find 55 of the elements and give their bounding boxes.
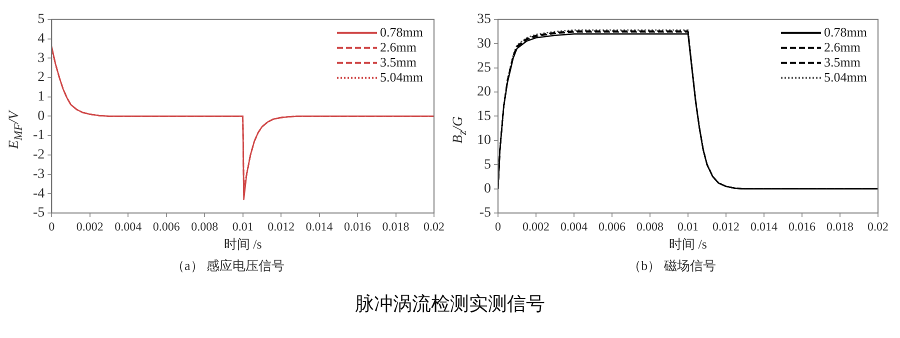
x-axis-title: 时间 /s: [669, 236, 707, 252]
x-tick-label: 0.02: [868, 219, 888, 234]
legend-label: 0.78mm: [380, 24, 424, 40]
x-tick-label: 0.008: [636, 219, 664, 234]
x-tick-label: 0.01: [232, 219, 254, 234]
y-tick-label: 0: [484, 181, 491, 196]
x-tick-label: 0.016: [788, 219, 816, 234]
legend-label: 5.04mm: [380, 69, 424, 84]
legend-label: 2.6mm: [824, 39, 861, 54]
x-tick-label: 0.012: [712, 219, 740, 234]
text: （b） 磁场信号: [627, 257, 717, 275]
x-tick-label: 0: [48, 219, 55, 234]
y-tick-label: 1: [38, 90, 45, 105]
y-tick-label: 15: [477, 108, 491, 124]
y-tick-label: -3: [32, 166, 45, 182]
x-axis-title: 时间 /s: [224, 236, 262, 252]
y-tick-label: 3: [38, 50, 45, 66]
y-tick-label: -5: [32, 206, 45, 221]
x-tick-label: 0.004: [560, 219, 588, 234]
y-tick-label: 20: [477, 84, 491, 100]
x-tick-label: 0.01: [678, 219, 698, 234]
x-tick-label: 0.002: [522, 219, 550, 234]
x-tick-label: 0.014: [750, 219, 778, 234]
y-tick-label: -1: [32, 128, 45, 144]
y-tick-label: 30: [477, 36, 491, 52]
text: 脉冲涡流检测实测信号: [354, 293, 546, 317]
y-tick-label: 5: [38, 12, 45, 28]
y-tick-label: -5: [479, 206, 491, 221]
legend-label: 2.6mm: [380, 39, 417, 54]
x-tick-label: 0.004: [114, 219, 142, 234]
legend-label: 3.5mm: [380, 54, 417, 70]
legend-label: 3.5mm: [824, 54, 861, 70]
x-tick-label: 0.006: [152, 219, 180, 234]
x-tick-label: 0.016: [344, 219, 372, 234]
x-tick-label: 0.002: [76, 219, 104, 234]
y-tick-label: -4: [32, 186, 45, 202]
x-tick-label: 0.012: [268, 219, 295, 234]
legend-label: 0.78mm: [824, 24, 868, 40]
x-tick-label: 0.014: [306, 219, 333, 234]
y-tick-label: 4: [38, 31, 45, 46]
y-tick-label: 0: [38, 108, 45, 124]
y-tick-label: 5: [484, 157, 491, 172]
y-tick-label: -2: [32, 148, 45, 163]
x-tick-label: 0.018: [826, 219, 854, 234]
y-tick-label: 2: [38, 70, 45, 86]
y-tick-label: 10: [477, 133, 491, 148]
x-tick-label: 0.02: [424, 219, 444, 234]
x-tick-label: 0.018: [382, 219, 410, 234]
x-tick-label: 0.008: [191, 219, 218, 234]
x-tick-label: 0: [495, 219, 501, 234]
y-tick-label: 25: [477, 60, 491, 76]
y-tick-label: 35: [477, 12, 491, 28]
x-tick-label: 0.006: [598, 219, 626, 234]
text: （a） 感应电压信号: [170, 257, 286, 275]
legend-label: 5.04mm: [824, 69, 868, 84]
